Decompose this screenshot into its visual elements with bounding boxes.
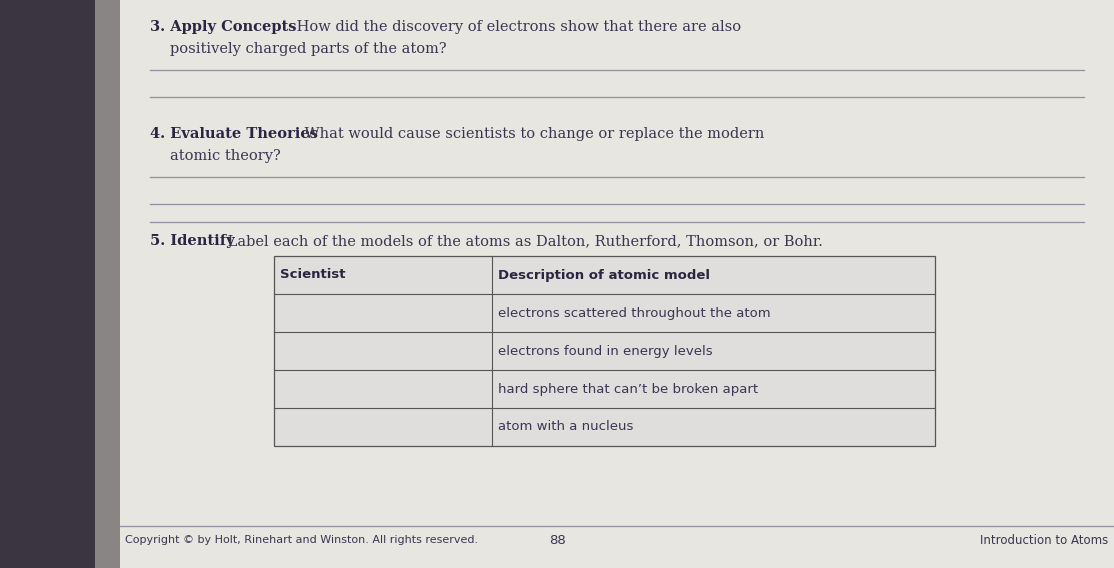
Bar xyxy=(95,0,120,568)
Bar xyxy=(120,0,1114,568)
Text: Description of atomic model: Description of atomic model xyxy=(498,269,711,282)
Text: positively charged parts of the atom?: positively charged parts of the atom? xyxy=(169,42,447,56)
Text: How did the discovery of electrons show that there are also: How did the discovery of electrons show … xyxy=(292,20,741,34)
Text: What would cause scientists to change or replace the modern: What would cause scientists to change or… xyxy=(300,127,764,141)
Text: hard sphere that can’t be broken apart: hard sphere that can’t be broken apart xyxy=(498,382,759,395)
Text: 3. Apply Concepts: 3. Apply Concepts xyxy=(149,20,296,34)
Text: 88: 88 xyxy=(548,533,566,546)
Text: electrons scattered throughout the atom: electrons scattered throughout the atom xyxy=(498,307,771,319)
Text: electrons found in energy levels: electrons found in energy levels xyxy=(498,345,713,357)
Bar xyxy=(274,256,935,446)
Text: Copyright © by Holt, Rinehart and Winston. All rights reserved.: Copyright © by Holt, Rinehart and Winsto… xyxy=(125,535,478,545)
Text: atomic theory?: atomic theory? xyxy=(169,149,281,163)
Text: 5. Identify: 5. Identify xyxy=(149,234,234,248)
Text: Introduction to Atoms: Introduction to Atoms xyxy=(979,533,1108,546)
Text: Scientist: Scientist xyxy=(280,269,345,282)
Text: atom with a nucleus: atom with a nucleus xyxy=(498,420,634,433)
Text: Label each of the models of the atoms as Dalton, Rutherford, Thomson, or Bohr.: Label each of the models of the atoms as… xyxy=(223,234,823,248)
Text: 4. Evaluate Theories: 4. Evaluate Theories xyxy=(149,127,317,141)
Bar xyxy=(0,0,95,568)
